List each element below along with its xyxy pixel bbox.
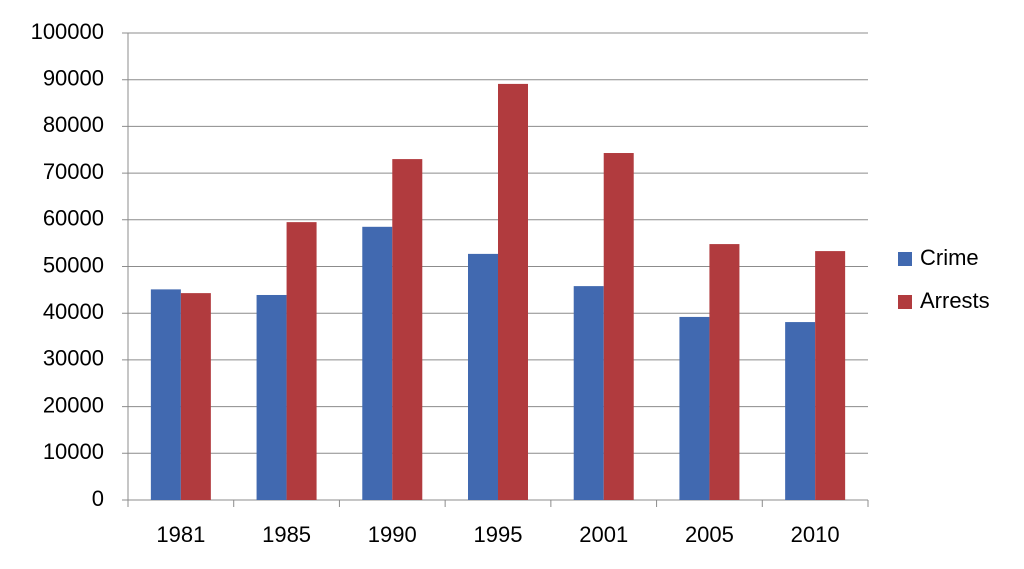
x-tick-label: 1985	[262, 522, 311, 547]
bar	[180, 293, 211, 500]
bar	[498, 83, 528, 500]
bar	[150, 289, 181, 500]
y-tick-label: 50000	[43, 252, 104, 277]
x-tick-label: 2005	[685, 522, 734, 547]
y-tick-label: 20000	[43, 392, 104, 417]
y-tick-label: 90000	[43, 66, 104, 91]
x-tick-label: 1995	[474, 522, 523, 547]
x-tick-label: 2001	[579, 522, 628, 547]
y-tick-label: 100000	[31, 19, 104, 44]
bar	[573, 286, 604, 500]
y-tick-label: 30000	[43, 346, 104, 371]
legend-label: Crime	[920, 245, 979, 270]
bar	[679, 316, 710, 500]
legend-swatch	[898, 295, 912, 309]
bar	[815, 251, 846, 500]
x-tick-label: 2010	[791, 522, 840, 547]
bar	[603, 153, 634, 501]
bar	[256, 294, 287, 500]
bar	[362, 226, 393, 500]
bar	[286, 222, 317, 500]
bar	[468, 253, 498, 500]
y-tick-label: 70000	[43, 159, 104, 184]
bar	[785, 322, 816, 500]
y-tick-label: 10000	[43, 439, 104, 464]
bar	[709, 244, 740, 500]
bar	[392, 159, 423, 500]
legend-swatch	[898, 252, 912, 266]
y-tick-label: 80000	[43, 112, 104, 137]
x-tick-label: 1990	[368, 522, 417, 547]
x-tick-label: 1981	[156, 522, 205, 547]
legend-label: Arrests	[920, 288, 990, 313]
y-tick-label: 40000	[43, 299, 104, 324]
y-tick-label: 60000	[43, 206, 104, 231]
y-tick-label: 0	[92, 486, 104, 511]
